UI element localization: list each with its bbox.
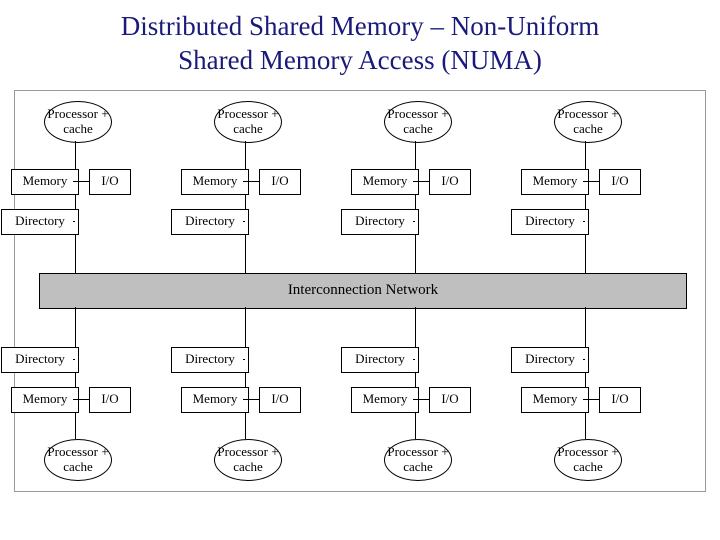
processor-bot-0: Processor + cache bbox=[44, 439, 112, 481]
io-top-1: I/O bbox=[259, 169, 301, 195]
directory-top-1: Directory bbox=[171, 209, 249, 235]
processor-top-1: Processor + cache bbox=[214, 101, 282, 143]
io-bot-1: I/O bbox=[259, 387, 301, 413]
memory-top-0: Memory bbox=[11, 169, 79, 195]
conn bbox=[413, 221, 415, 222]
directory-top-2: Directory bbox=[341, 209, 419, 235]
memory-bot-2: Memory bbox=[351, 387, 419, 413]
io-bot-3: I/O bbox=[599, 387, 641, 413]
conn bbox=[73, 359, 75, 360]
conn bbox=[245, 399, 259, 400]
io-top-0: I/O bbox=[89, 169, 131, 195]
memory-top-1: Memory bbox=[181, 169, 249, 195]
conn bbox=[583, 221, 585, 222]
processor-bot-3: Processor + cache bbox=[554, 439, 622, 481]
memory-bot-1: Memory bbox=[181, 387, 249, 413]
bus-top-0 bbox=[75, 141, 76, 273]
bus-top-1 bbox=[245, 141, 246, 273]
title-line-1: Distributed Shared Memory – Non-Uniform bbox=[121, 11, 599, 41]
processor-top-0: Processor + cache bbox=[44, 101, 112, 143]
bus-bot-0 bbox=[75, 307, 76, 439]
memory-top-3: Memory bbox=[521, 169, 589, 195]
directory-top-3: Directory bbox=[511, 209, 589, 235]
bus-bot-3 bbox=[585, 307, 586, 439]
interconnect-network: Interconnection Network bbox=[39, 273, 687, 309]
bus-bot-2 bbox=[415, 307, 416, 439]
memory-bot-3: Memory bbox=[521, 387, 589, 413]
conn bbox=[415, 181, 429, 182]
directory-bot-1: Directory bbox=[171, 347, 249, 373]
conn bbox=[583, 359, 585, 360]
io-bot-0: I/O bbox=[89, 387, 131, 413]
bus-top-2 bbox=[415, 141, 416, 273]
conn bbox=[413, 359, 415, 360]
io-top-3: I/O bbox=[599, 169, 641, 195]
processor-bot-1: Processor + cache bbox=[214, 439, 282, 481]
conn bbox=[243, 221, 245, 222]
directory-bot-2: Directory bbox=[341, 347, 419, 373]
processor-top-3: Processor + cache bbox=[554, 101, 622, 143]
conn bbox=[585, 399, 599, 400]
io-bot-2: I/O bbox=[429, 387, 471, 413]
processor-bot-2: Processor + cache bbox=[384, 439, 452, 481]
conn bbox=[73, 221, 75, 222]
bus-bot-1 bbox=[245, 307, 246, 439]
conn bbox=[245, 181, 259, 182]
conn bbox=[415, 399, 429, 400]
title-line-2: Shared Memory Access (NUMA) bbox=[178, 45, 542, 75]
directory-bot-3: Directory bbox=[511, 347, 589, 373]
slide-title: Distributed Shared Memory – Non-Uniform … bbox=[0, 0, 720, 82]
bus-top-3 bbox=[585, 141, 586, 273]
interconnect-label: Interconnection Network bbox=[288, 282, 438, 299]
memory-bot-0: Memory bbox=[11, 387, 79, 413]
conn bbox=[243, 359, 245, 360]
io-top-2: I/O bbox=[429, 169, 471, 195]
directory-bot-0: Directory bbox=[1, 347, 79, 373]
memory-top-2: Memory bbox=[351, 169, 419, 195]
processor-top-2: Processor + cache bbox=[384, 101, 452, 143]
numa-diagram: Interconnection Network Processor + cach… bbox=[14, 90, 706, 492]
conn bbox=[585, 181, 599, 182]
conn bbox=[75, 181, 89, 182]
directory-top-0: Directory bbox=[1, 209, 79, 235]
conn bbox=[75, 399, 89, 400]
